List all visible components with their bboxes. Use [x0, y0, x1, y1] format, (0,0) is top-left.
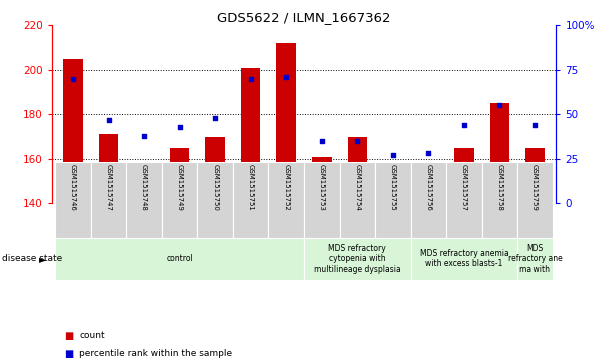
Bar [525, 148, 545, 203]
Text: count: count [79, 331, 105, 340]
Title: GDS5622 / ILMN_1667362: GDS5622 / ILMN_1667362 [217, 11, 391, 24]
Text: GSM1515752: GSM1515752 [283, 164, 289, 211]
Point [104, 117, 114, 123]
Point [353, 138, 362, 144]
Point [388, 152, 398, 158]
Bar [63, 59, 83, 203]
Bar [162, 162, 198, 238]
Point [494, 102, 504, 108]
Bar [98, 134, 119, 203]
Text: GSM1515756: GSM1515756 [426, 164, 432, 211]
Text: control: control [166, 254, 193, 263]
Bar [339, 162, 375, 238]
Bar [383, 181, 402, 203]
Bar [55, 238, 304, 280]
Bar [375, 162, 410, 238]
Text: GSM1515749: GSM1515749 [176, 164, 182, 211]
Text: GSM1515746: GSM1515746 [70, 164, 76, 211]
Bar [312, 156, 331, 203]
Text: percentile rank within the sample: percentile rank within the sample [79, 350, 232, 358]
Bar [277, 43, 296, 203]
Text: GSM1515753: GSM1515753 [319, 164, 325, 211]
Text: GSM1515747: GSM1515747 [106, 164, 111, 211]
Text: MDS refractory anemia
with excess blasts-1: MDS refractory anemia with excess blasts… [420, 249, 508, 268]
Bar [348, 136, 367, 203]
Text: GSM1515748: GSM1515748 [141, 164, 147, 211]
Bar [419, 174, 438, 203]
Text: MDS refractory
cytopenia with
multilineage dysplasia: MDS refractory cytopenia with multilinea… [314, 244, 401, 274]
Bar [198, 162, 233, 238]
Text: MDS
refractory ane
ma with: MDS refractory ane ma with [508, 244, 562, 274]
Bar [517, 162, 553, 238]
Point [282, 74, 291, 80]
Bar [91, 162, 126, 238]
Bar [134, 168, 154, 203]
Point [459, 122, 469, 128]
Bar [241, 68, 260, 203]
Bar [233, 162, 269, 238]
Bar [55, 162, 91, 238]
Point [174, 124, 184, 130]
Text: GSM1515758: GSM1515758 [497, 164, 502, 211]
Bar [269, 162, 304, 238]
Text: GSM1515759: GSM1515759 [532, 164, 538, 211]
Point [530, 122, 540, 128]
Bar [482, 162, 517, 238]
Text: GSM1515757: GSM1515757 [461, 164, 467, 211]
Bar [410, 162, 446, 238]
Bar [454, 148, 474, 203]
Bar [126, 162, 162, 238]
Bar [206, 136, 225, 203]
Point [139, 133, 149, 139]
Text: disease state: disease state [2, 254, 62, 263]
Text: ■: ■ [64, 349, 73, 359]
Text: GSM1515755: GSM1515755 [390, 164, 396, 211]
Text: GSM1515750: GSM1515750 [212, 164, 218, 211]
Bar [517, 238, 553, 280]
Bar [489, 103, 510, 203]
Text: GSM1515754: GSM1515754 [354, 164, 361, 211]
Bar [446, 162, 482, 238]
Point [68, 76, 78, 82]
Text: ►: ► [39, 254, 46, 264]
Text: ■: ■ [64, 331, 73, 341]
Bar [304, 162, 339, 238]
Bar [170, 148, 189, 203]
Point [424, 151, 434, 156]
Bar [410, 238, 517, 280]
Point [210, 115, 220, 121]
Text: GSM1515751: GSM1515751 [247, 164, 254, 211]
Point [246, 76, 255, 82]
Point [317, 138, 326, 144]
Bar [304, 238, 410, 280]
